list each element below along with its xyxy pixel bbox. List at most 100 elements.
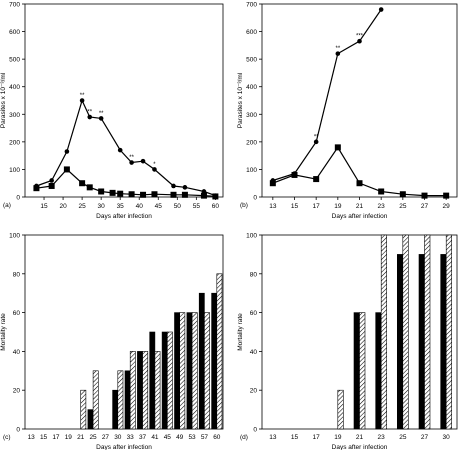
x-tick-label: 15 <box>40 203 48 210</box>
chart-panel-4: 0 20 40 60 80 100 Mortality rate Days after inf… <box>237 233 458 450</box>
x-tick-label: 13 <box>28 434 36 441</box>
panel-label: (a) <box>3 202 11 209</box>
x-tick-label: 60 <box>213 434 221 441</box>
significance-label: ** <box>314 134 319 140</box>
x-tick-label: 45 <box>155 203 163 210</box>
data-point <box>33 185 40 192</box>
data-point <box>313 139 319 145</box>
chart-panel-3: 0 20 40 60 80 100 Mortality rate Days after inf… <box>0 233 224 450</box>
bar-hatched <box>92 370 99 430</box>
x-tick-label: 17 <box>52 434 60 441</box>
y-tick-label: 100 <box>9 233 20 240</box>
data-point <box>335 51 341 56</box>
x-axis-label: Days after infection <box>96 444 152 450</box>
bar-solid <box>198 292 205 430</box>
y-axis-label: Mortality rate <box>237 313 244 351</box>
y-tick-label: 20 <box>13 388 21 395</box>
bar-hatched <box>117 370 124 430</box>
y-tick-label: 100 <box>246 167 257 174</box>
data-point <box>421 192 428 199</box>
y-tick-label: 20 <box>250 388 258 395</box>
bar-hatched <box>80 389 87 430</box>
x-tick-label: 20 <box>59 203 67 210</box>
x-tick-label: 40 <box>136 203 144 210</box>
y-tick-label: 80 <box>13 271 21 278</box>
bar-hatched <box>179 312 186 430</box>
x-tick-label: 33 <box>127 434 135 441</box>
y-tick-label: 600 <box>246 29 257 36</box>
data-point <box>181 191 188 198</box>
x-tick-label: 30 <box>443 434 451 441</box>
x-tick-label: 15 <box>291 203 299 210</box>
y-tick-label: 300 <box>9 112 20 119</box>
bar-hatched <box>424 234 431 430</box>
x-axis-label: Days after infection <box>332 213 388 220</box>
bar-hatched <box>167 331 173 430</box>
x-tick-label: 15 <box>291 434 299 441</box>
data-point <box>378 188 385 195</box>
bar-hatched <box>204 312 210 430</box>
y-tick-label: 400 <box>246 84 257 91</box>
panel-label: (c) <box>3 434 11 441</box>
data-point <box>87 114 93 120</box>
panel-label: (d) <box>240 434 248 441</box>
bar-solid <box>211 292 218 430</box>
y-tick-label: 40 <box>13 349 21 356</box>
significance-label: ** <box>335 46 340 52</box>
y-tick-label: 0 <box>16 195 20 202</box>
data-point <box>170 191 177 198</box>
y-axis-label: Parasites x 10⁻³/ml <box>0 72 7 128</box>
plot-frame <box>24 234 224 430</box>
y-tick-label: 500 <box>9 57 20 64</box>
x-tick-label: 27 <box>102 434 110 441</box>
significance-label: *** <box>356 34 364 40</box>
bar-solid <box>124 370 131 430</box>
data-point <box>399 191 406 198</box>
bar-solid <box>396 254 404 430</box>
x-tick-label: 25 <box>89 434 97 441</box>
bar-hatched <box>216 273 223 430</box>
x-tick-label: 23 <box>378 434 386 441</box>
bar-solid <box>137 351 143 430</box>
y-tick-label: 500 <box>246 57 257 64</box>
chart-panel-2: 0 100 200 300 400 500 600 700 Parasites x 10⁻³/m… <box>237 2 458 220</box>
x-tick-label: 21 <box>356 434 364 441</box>
series-line-1 <box>36 98 216 197</box>
bar-solid <box>149 331 156 430</box>
x-tick-label: 19 <box>334 203 342 210</box>
x-tick-label: 27 <box>421 434 429 441</box>
bar-solid <box>418 254 425 430</box>
x-axis-label: Days after infection <box>96 213 152 220</box>
x-tick-label: 45 <box>164 434 172 441</box>
significance-label: ** <box>87 110 92 116</box>
y-tick-label: 80 <box>250 271 258 278</box>
data-point <box>171 183 176 189</box>
bar-solid <box>353 312 360 430</box>
x-tick-label: 25 <box>78 203 86 210</box>
y-tick-label: 0 <box>253 195 257 202</box>
data-point <box>152 167 157 172</box>
y-tick-label: 0 <box>253 427 257 434</box>
bar-hatched <box>142 351 149 430</box>
x-tick-label: 23 <box>378 203 386 210</box>
y-tick-label: 100 <box>9 167 20 174</box>
x-tick-label: 35 <box>117 203 125 210</box>
x-axis-label: Days after infection <box>332 444 388 450</box>
data-point <box>151 191 158 198</box>
data-point <box>48 182 55 189</box>
x-tick-label: 49 <box>176 434 184 441</box>
data-point <box>182 185 188 190</box>
x-tick-label: 50 <box>174 203 182 210</box>
data-point <box>334 144 341 151</box>
bar-solid <box>186 312 193 430</box>
data-point <box>356 180 363 187</box>
data-point <box>63 166 70 173</box>
x-tick-label: 30 <box>98 203 106 210</box>
data-point <box>378 7 384 12</box>
data-point <box>443 192 450 199</box>
bar-solid <box>375 312 382 430</box>
data-point <box>98 116 104 121</box>
bar-hatched <box>129 351 136 430</box>
data-point <box>140 158 146 164</box>
data-point <box>291 171 298 178</box>
